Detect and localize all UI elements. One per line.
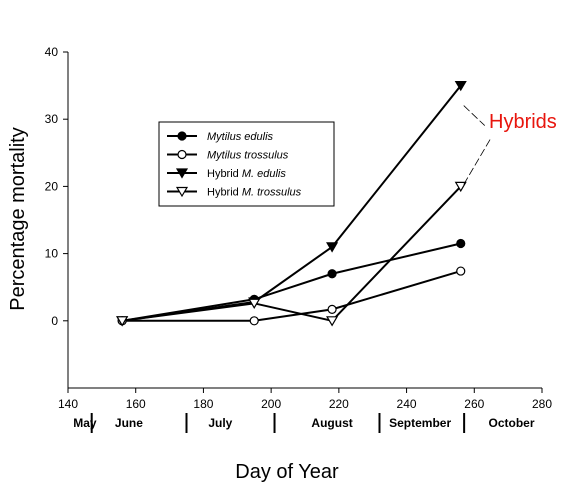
- month-label: August: [311, 416, 352, 430]
- legend-label: Hybrid M. edulis: [207, 168, 286, 180]
- x-tick-label: 180: [193, 397, 213, 411]
- legend-label: Mytilus edulis: [207, 131, 274, 143]
- series-line: [122, 185, 462, 322]
- y-tick-label: 20: [45, 179, 59, 193]
- x-tick-label: 240: [397, 397, 417, 411]
- annotation-leader: [463, 138, 492, 185]
- x-tick-label: 220: [329, 397, 349, 411]
- series-lines: [122, 84, 462, 322]
- data-point: [454, 181, 467, 193]
- month-label: October: [489, 416, 535, 430]
- x-axis-label: Day of Year: [235, 461, 339, 483]
- data-point: [177, 131, 187, 141]
- x-ticks: 140 160 180 200 220 240 260 280: [58, 388, 552, 411]
- legend: Mytilus edulis Mytilus trossulus Hybrid M.…: [158, 121, 335, 207]
- series-markers: [116, 80, 467, 327]
- x-tick-label: 200: [261, 397, 281, 411]
- x-tick-label: 140: [58, 397, 78, 411]
- y-tick-label: 40: [45, 45, 59, 59]
- data-point: [177, 149, 187, 160]
- month-labels: May June July August September October: [73, 413, 535, 433]
- month-label: July: [208, 416, 232, 430]
- y-axis-label: Percentage mortality: [7, 127, 29, 310]
- y-tick-label: 10: [45, 247, 59, 261]
- legend-label: Mytilus trossulus: [207, 150, 289, 162]
- y-tick-label: 30: [45, 112, 59, 126]
- hybrids-label: Hybrids: [489, 111, 557, 133]
- axes: [67, 52, 542, 389]
- data-point: [116, 316, 129, 327]
- data-point: [326, 242, 339, 253]
- x-tick-label: 280: [532, 397, 552, 411]
- data-point: [456, 238, 466, 249]
- data-point: [248, 298, 261, 310]
- data-point: [456, 266, 466, 276]
- data-point: [327, 304, 337, 314]
- data-point: [327, 269, 337, 279]
- data-point: [175, 168, 189, 179]
- data-point: [454, 80, 467, 92]
- x-tick-label: 160: [126, 397, 146, 411]
- month-label: June: [115, 416, 143, 430]
- hybrids-annotation: Hybrids: [463, 105, 557, 185]
- legend-label: Hybrid M. trossulus: [207, 187, 302, 199]
- x-tick-label: 260: [464, 397, 484, 411]
- series-line: [122, 242, 461, 322]
- series-line: [122, 270, 462, 322]
- y-tick-label: 0: [51, 314, 58, 328]
- annotation-leader: [463, 105, 486, 126]
- data-point: [326, 316, 339, 327]
- data-point: [249, 316, 259, 326]
- month-label: September: [389, 416, 451, 430]
- y-ticks: 0 10 20 30 40: [45, 45, 68, 328]
- month-label: May: [73, 416, 97, 430]
- data-point: [175, 186, 189, 198]
